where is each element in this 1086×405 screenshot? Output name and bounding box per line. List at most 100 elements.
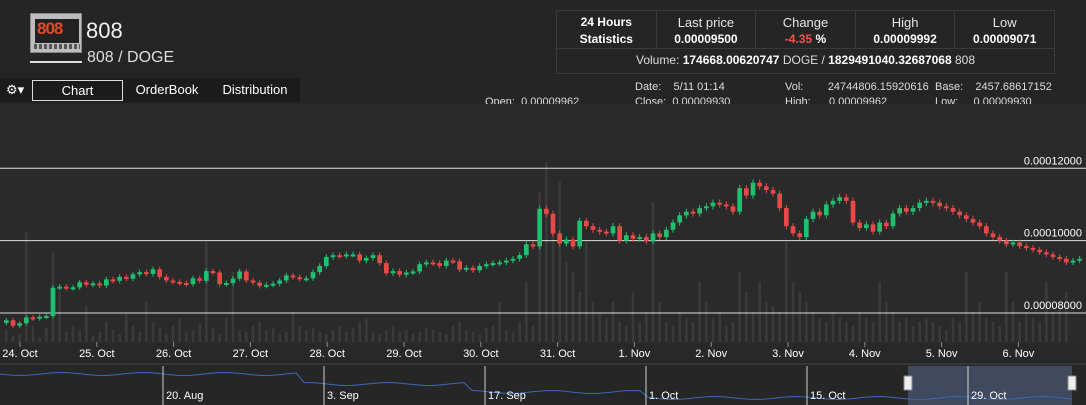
candlestick-chart-svg[interactable]: 0.00012000 0.00010000 0.00008000 24. Oct 25.… <box>0 104 1086 405</box>
last-price-cell: Last price 0.00009500 <box>657 11 757 48</box>
volume-bar <box>858 312 861 342</box>
volume-bar <box>185 332 188 342</box>
candle-body <box>1077 258 1082 261</box>
volume-bar <box>231 272 235 342</box>
logo-underline <box>30 61 82 63</box>
candle-body <box>564 239 569 244</box>
volume-bar <box>211 328 215 342</box>
candle-body <box>630 235 636 239</box>
volume-bar <box>918 322 921 342</box>
tab-orderbook[interactable]: OrderBook <box>135 82 199 97</box>
volume-bar <box>1038 322 1041 342</box>
volume-bar <box>138 332 141 342</box>
volume-bar <box>398 332 401 342</box>
candle-body <box>530 244 536 247</box>
volume-bar <box>825 322 828 342</box>
candle-body <box>324 256 329 266</box>
candle-body <box>424 262 429 265</box>
change-label: Change <box>782 15 829 30</box>
candle-body <box>1010 242 1016 245</box>
coin-pair: 808 / DOGE <box>87 49 175 66</box>
candle-body <box>317 266 322 273</box>
x-axis-label: 27. Oct <box>233 348 268 360</box>
candle-body <box>204 271 209 281</box>
volume-bar <box>985 318 988 342</box>
candle-body <box>84 282 89 285</box>
candle-body <box>44 315 49 318</box>
volume-bar <box>91 336 95 342</box>
volume-bar <box>145 302 148 342</box>
last-price-value: 0.00009500 <box>674 32 738 46</box>
candle-body <box>57 286 62 289</box>
candle-body <box>1024 246 1029 249</box>
volume-bar <box>485 328 488 342</box>
candle-body <box>197 278 202 281</box>
candle-body <box>344 254 349 257</box>
volume-bar <box>598 312 601 342</box>
volume-bar <box>1005 272 1008 342</box>
volume-bar <box>698 282 701 342</box>
ohlc-base-value: 2457.68617152 <box>975 81 1052 93</box>
candle-body <box>910 208 916 212</box>
volume-bar <box>351 328 355 342</box>
y-axis-label: 0.00010000 <box>1024 228 1082 240</box>
candle-body <box>864 224 869 228</box>
y-axis-label: 0.00008000 <box>1024 300 1082 312</box>
change-value: -4.35 <box>784 32 813 46</box>
ohlc-vol-label: Vol: <box>785 81 804 93</box>
volume-bar <box>905 318 908 342</box>
tab-distribution[interactable]: Distribution <box>222 82 288 97</box>
candle-body <box>37 316 42 319</box>
candle-body <box>944 206 949 209</box>
coin-logo-text: 808 <box>37 19 63 38</box>
volume-bar <box>498 302 501 342</box>
volume-bar <box>98 332 101 342</box>
candle-body <box>1064 258 1069 263</box>
price-chart[interactable]: 0.00012000 0.00010000 0.00008000 24. Oct 25.… <box>0 104 1086 405</box>
volume-bar <box>258 322 261 342</box>
tab-chart[interactable]: Chart <box>32 80 123 101</box>
volume-bar <box>565 262 568 342</box>
candle-body <box>1037 249 1042 253</box>
navigator-right-handle[interactable] <box>1067 375 1077 391</box>
volume-bar <box>118 334 121 342</box>
volume-bar <box>778 312 781 342</box>
volume-bar <box>238 330 241 342</box>
volume-bar <box>718 312 721 342</box>
volume-bar <box>305 330 308 342</box>
candle-body <box>310 272 316 279</box>
navigator-left-handle[interactable] <box>903 375 913 391</box>
candle-body <box>757 182 762 187</box>
chart-toolbar: ⚙▾ Chart OrderBook Distribution <box>0 78 300 102</box>
x-axis-label: 6. Nov <box>1003 348 1035 360</box>
volume-bar <box>18 334 21 342</box>
ohlc-vol-value: 24744806.15920616 <box>827 81 929 93</box>
candle-body <box>450 260 456 263</box>
candle-body <box>810 211 816 219</box>
volume-bar <box>25 232 28 342</box>
volume-bar <box>191 330 195 342</box>
volume-bar <box>738 272 741 342</box>
volume-line: Volume: 174668.00620747 DOGE / 182949104… <box>557 53 1054 67</box>
volume-bar <box>525 282 528 342</box>
gear-icon[interactable]: ⚙▾ <box>6 82 25 97</box>
volume-bar <box>558 182 561 342</box>
candle-body <box>284 275 289 281</box>
x-axis-label: 5. Nov <box>926 348 958 360</box>
volume-bar <box>1018 322 1021 342</box>
volume-bar <box>71 326 75 342</box>
stats-panel: 24 Hours Statistics Last price 0.0000950… <box>556 10 1055 74</box>
candle-body <box>1017 242 1022 247</box>
volume-bar <box>551 222 555 342</box>
candle-body <box>130 274 136 279</box>
candle-body <box>904 208 909 212</box>
volume-bar <box>945 330 948 342</box>
candle-body <box>444 260 449 266</box>
volume-bar <box>611 302 615 342</box>
candle-body <box>850 200 856 223</box>
volume-bar <box>85 306 88 342</box>
volume-bar <box>345 332 348 342</box>
low-value: 0.00009071 <box>972 32 1037 46</box>
candle-body <box>1004 240 1009 245</box>
candle-body <box>150 269 156 274</box>
